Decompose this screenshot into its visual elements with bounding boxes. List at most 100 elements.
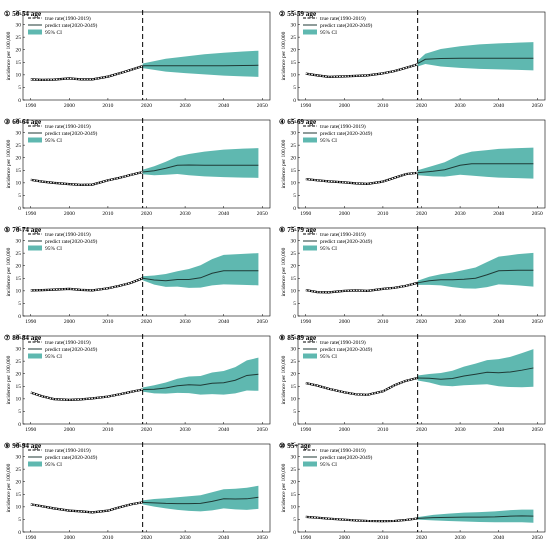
y-tick-label: 30 <box>16 454 22 460</box>
legend-ci-label: 95% CI <box>45 246 62 252</box>
ci-band <box>142 148 259 178</box>
x-tick-label: 2030 <box>455 103 466 109</box>
y-tick-label: 35 <box>291 226 297 232</box>
true-line-outer <box>30 65 143 81</box>
y-tick-label: 10 <box>16 505 22 511</box>
x-tick-label: 2010 <box>102 427 113 433</box>
legend-true-label: true rate(1990-2019) <box>45 231 91 238</box>
legend-ci-label: 95% CI <box>45 354 62 360</box>
ci-band <box>142 253 259 288</box>
x-tick-label: 2000 <box>339 535 350 541</box>
true-line-outer <box>305 171 418 185</box>
x-tick-label: 2020 <box>141 211 152 217</box>
x-tick-label: 2030 <box>180 319 191 325</box>
y-tick-label: 15 <box>291 384 297 390</box>
y-tick-label: 5 <box>293 85 296 91</box>
x-tick-label: 2010 <box>377 211 388 217</box>
y-tick-label: 20 <box>291 372 297 378</box>
predict-line <box>142 496 259 505</box>
legend-ci-swatch <box>303 461 317 467</box>
panel-title: ④ 65-69 age <box>279 118 316 126</box>
legend-true-label: true rate(1990-2019) <box>45 123 91 130</box>
x-tick-label: 2050 <box>257 103 268 109</box>
true-line <box>305 282 418 293</box>
predict-line <box>417 269 534 284</box>
legend-ci-swatch <box>28 29 42 35</box>
legend-pred-label: predict rate(2020-2049) <box>45 238 98 245</box>
y-tick-label: 35 <box>291 118 297 124</box>
legend-ci-swatch <box>303 353 317 359</box>
y-tick-label: 10 <box>291 397 297 403</box>
y-axis-label: incidence per 100,000 <box>281 31 287 80</box>
x-tick-label: 2040 <box>493 211 504 217</box>
y-tick-label: 25 <box>291 359 297 365</box>
predict-line <box>417 57 534 64</box>
legend-true-label: true rate(1990-2019) <box>320 447 366 454</box>
legend-pred-label: predict rate(2020-2049) <box>45 346 98 353</box>
x-tick-label: 1990 <box>25 211 36 217</box>
true-line <box>30 65 143 81</box>
legend-ci-label: 95% CI <box>45 30 62 36</box>
ci-band <box>142 357 259 395</box>
x-tick-label: 2030 <box>180 535 191 541</box>
legend-ci-swatch <box>303 137 317 143</box>
panel-9: 0 5 10 15 20 25 30 35 1990 2000 2010 2020 2030 2040 20… <box>4 442 271 541</box>
true-line-outer <box>30 170 143 186</box>
legend-true-label: true rate(1990-2019) <box>320 15 366 22</box>
y-tick-label: 5 <box>18 409 21 415</box>
y-axis-label: incidence per 100,000 <box>281 355 287 404</box>
y-tick-label: 30 <box>16 238 22 244</box>
y-tick-label: 35 <box>291 442 297 448</box>
x-tick-label: 2050 <box>532 319 543 325</box>
legend-pred-label: predict rate(2020-2049) <box>320 22 373 29</box>
x-tick-label: 2050 <box>257 535 268 541</box>
x-tick-label: 2010 <box>102 211 113 217</box>
panel-8: 0 5 10 15 20 25 30 35 1990 2000 2010 2020 2030 2040 20… <box>279 334 546 433</box>
legend-true-label: true rate(1990-2019) <box>320 231 366 238</box>
y-tick-label: 10 <box>16 73 22 79</box>
legend-pred-label: predict rate(2020-2049) <box>320 238 373 245</box>
x-tick-label: 2000 <box>64 103 75 109</box>
legend-ci-swatch <box>28 461 42 467</box>
panel-title: ⑧ 85-89 age <box>279 334 316 342</box>
y-axis-label: incidence per 100,000 <box>6 247 12 296</box>
x-tick-label: 2040 <box>493 535 504 541</box>
legend-true-label: true rate(1990-2019) <box>45 339 91 346</box>
y-tick-label: 0 <box>18 530 21 536</box>
y-tick-label: 15 <box>16 168 22 174</box>
x-tick-label: 2000 <box>64 319 75 325</box>
y-tick-label: 20 <box>291 48 297 54</box>
x-tick-label: 2040 <box>493 103 504 109</box>
y-tick-label: 25 <box>16 467 22 473</box>
true-line <box>30 277 143 291</box>
y-tick-label: 30 <box>16 346 22 352</box>
y-tick-label: 0 <box>18 206 21 212</box>
x-tick-label: 2010 <box>377 535 388 541</box>
x-tick-label: 2000 <box>64 427 75 433</box>
y-tick-label: 25 <box>291 251 297 257</box>
y-tick-label: 5 <box>18 85 21 91</box>
y-tick-label: 30 <box>291 22 297 28</box>
x-tick-label: 2010 <box>102 103 113 109</box>
y-tick-label: 15 <box>16 60 22 66</box>
x-tick-label: 2040 <box>218 103 229 109</box>
y-tick-label: 5 <box>293 409 296 415</box>
predict-line <box>417 515 534 519</box>
x-tick-label: 2020 <box>416 427 427 433</box>
x-tick-label: 2050 <box>257 211 268 217</box>
y-tick-label: 10 <box>291 181 297 187</box>
true-line <box>305 172 418 185</box>
legend-ci-swatch <box>28 353 42 359</box>
ci-band <box>417 42 534 71</box>
y-tick-label: 30 <box>291 454 297 460</box>
y-tick-label: 10 <box>16 181 22 187</box>
x-tick-label: 1990 <box>300 427 311 433</box>
x-tick-label: 2030 <box>455 427 466 433</box>
y-tick-label: 10 <box>291 505 297 511</box>
x-tick-label: 2010 <box>377 103 388 109</box>
y-axis-label: incidence per 100,000 <box>6 31 12 80</box>
panel-title: ⑤ 70-74 age <box>4 226 41 234</box>
y-tick-label: 0 <box>293 98 296 104</box>
y-tick-label: 35 <box>16 118 22 124</box>
x-tick-label: 2030 <box>180 103 191 109</box>
